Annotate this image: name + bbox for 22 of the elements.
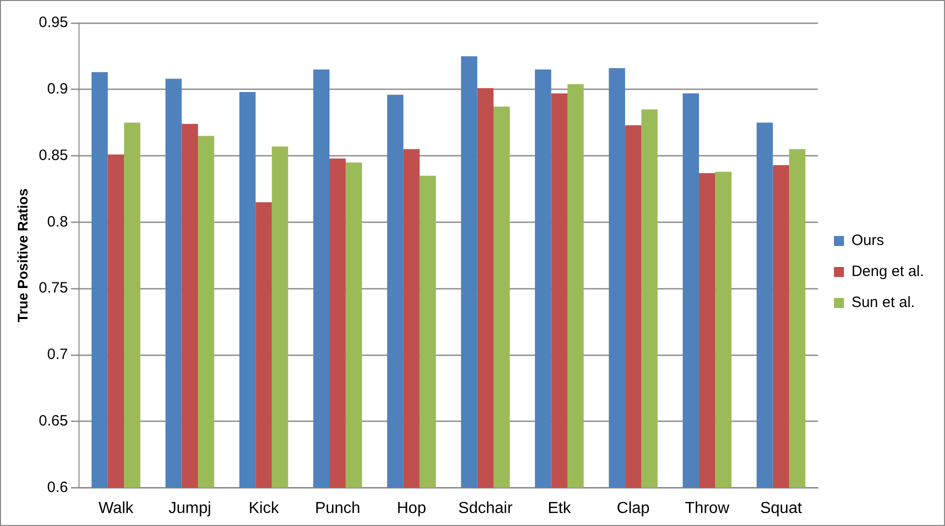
x-tick-label: Walk — [98, 500, 134, 517]
x-tick-label: Clap — [616, 500, 650, 517]
y-tick-label: 0.7 — [47, 346, 68, 364]
x-tick-label: Etk — [548, 500, 572, 517]
y-tick-label: 0.6 — [47, 478, 68, 496]
x-tick-label: Kick — [248, 500, 280, 517]
x-tick-label: Sdchair — [458, 500, 514, 517]
x-tick-label: Jumpj — [168, 500, 212, 517]
legend-label: Deng et al. — [851, 263, 924, 280]
x-tick-label: Hop — [396, 500, 426, 517]
legend-label: Ours — [851, 232, 884, 250]
x-tick-label: Squat — [760, 500, 802, 517]
y-tick-label: 0.65 — [38, 412, 68, 430]
x-tick-label: Punch — [314, 500, 360, 517]
y-tick-label: 0.85 — [38, 146, 68, 164]
x-tick-label: Throw — [684, 500, 730, 517]
y-tick-label: 0.8 — [47, 213, 68, 230]
y-tick-label: 0.75 — [38, 280, 68, 297]
legend-label: Sun et al. — [851, 294, 915, 312]
y-tick-label: 0.95 — [38, 14, 68, 32]
y-tick-label: 0.9 — [47, 80, 68, 98]
y-axis-title: True Positive Ratios — [14, 188, 30, 322]
